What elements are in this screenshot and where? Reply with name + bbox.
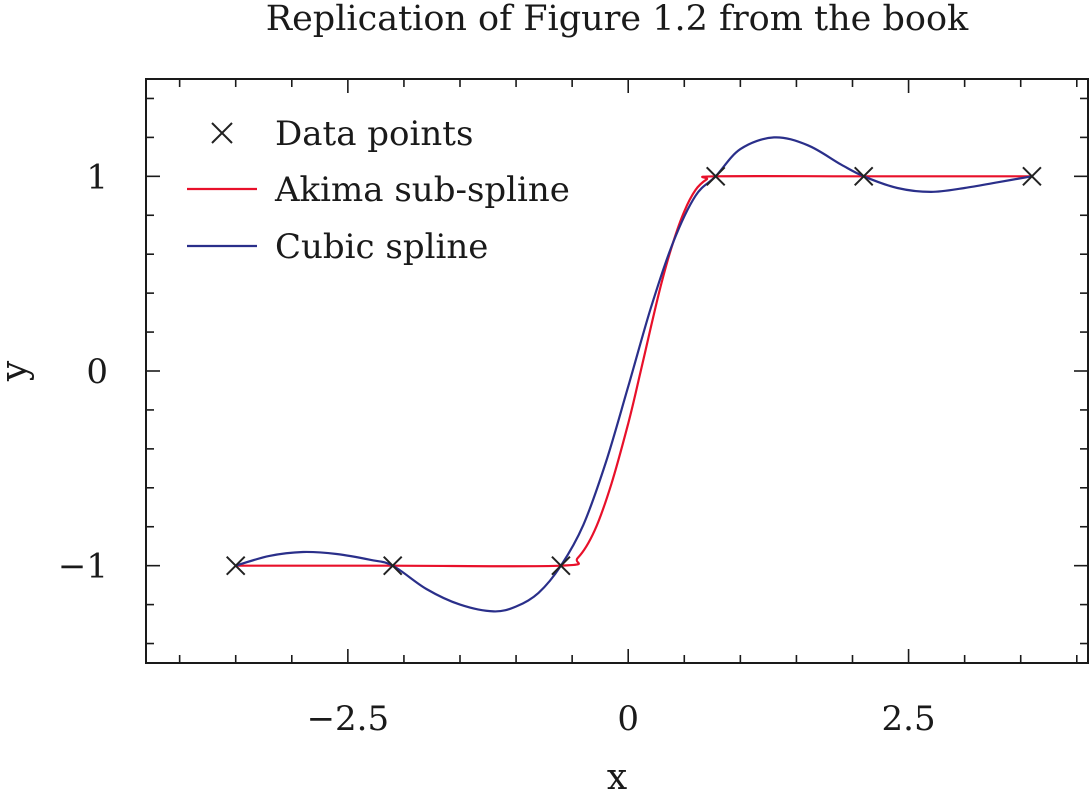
- legend-label-data-points: Data points: [275, 114, 473, 154]
- x-tick-labels: −2.5 0 2.5: [307, 699, 936, 739]
- y-tick-label: 1: [86, 157, 108, 197]
- axis-ticks: [146, 79, 1088, 663]
- x-axis-label: x: [607, 757, 627, 791]
- x-tick-label: 2.5: [882, 699, 936, 739]
- legend-label-cubic: Cubic spline: [275, 227, 488, 267]
- y-tick-labels: −1 0 1: [58, 157, 108, 586]
- chart-title: Replication of Figure 1.2 from the book: [266, 0, 969, 39]
- y-axis-label: y: [0, 360, 35, 382]
- x-tick-label: 0: [617, 699, 639, 739]
- legend-marker-data-points: [211, 122, 233, 144]
- y-tick-label: 0: [86, 352, 108, 392]
- series-cubic-line: [235, 136, 1033, 613]
- legend: Data points Akima sub-spline Cubic splin…: [187, 114, 570, 267]
- y-tick-label: −1: [58, 547, 108, 587]
- data-point-marker: [226, 555, 246, 576]
- x-tick-label: −2.5: [307, 699, 390, 739]
- data-point-marker: [1022, 166, 1042, 187]
- data-point-marker: [551, 555, 571, 576]
- data-points-layer: [226, 166, 1042, 576]
- plot-frame: [145, 78, 1089, 664]
- data-point-marker: [854, 166, 874, 187]
- data-point-marker: [705, 166, 726, 187]
- data-point-marker: [383, 555, 403, 576]
- legend-label-akima: Akima sub-spline: [274, 170, 570, 210]
